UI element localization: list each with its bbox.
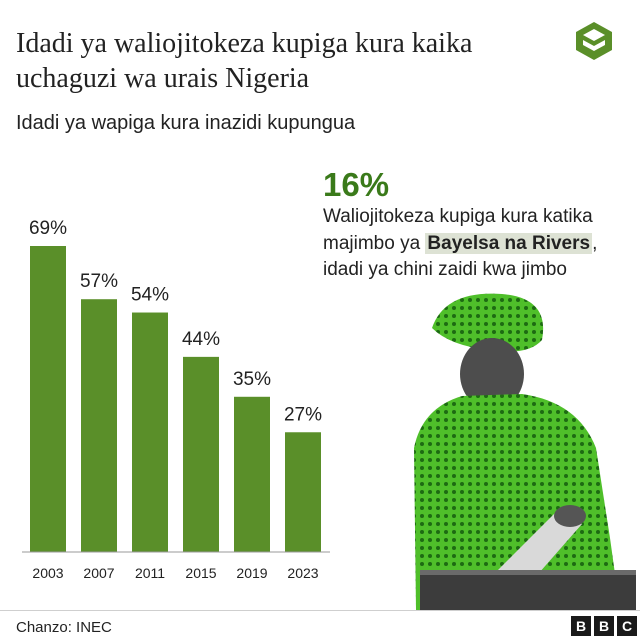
data-label: 44% xyxy=(182,329,220,350)
callout-text: Waliojitokeza kupiga kura katika majimbo… xyxy=(323,204,623,284)
data-label: 35% xyxy=(233,369,271,390)
callout-text-after: , idadi ya chini zaidi kwa jimbo xyxy=(323,232,598,281)
data-label: 54% xyxy=(131,285,169,306)
callout-highlight: Bayelsa na Rivers xyxy=(425,232,593,254)
x-tick-label: 2007 xyxy=(83,565,114,581)
x-tick-label: 2011 xyxy=(135,565,165,581)
source-note: Chanzo: INEC xyxy=(16,619,112,636)
bbc-logo-letter: B xyxy=(594,616,614,636)
bar xyxy=(30,246,66,552)
callout-text-before: Waliojitokeza kupiga kura katika majimbo… xyxy=(323,206,593,254)
bar-chart: 69% 2003 57% 2007 54% 2011 44% 2015 35% 2019 27% 20… xyxy=(22,218,330,581)
data-label: 27% xyxy=(284,404,322,425)
bbc-logo-letter: C xyxy=(617,616,637,636)
x-tick-label: 2015 xyxy=(185,565,216,581)
voter-photo xyxy=(414,293,636,610)
bar xyxy=(234,396,270,552)
x-tick-label: 2023 xyxy=(287,565,318,581)
bbc-logo: B B C xyxy=(571,616,637,636)
x-tick-label: 2003 xyxy=(32,565,63,581)
bbc-visual-journalism-logo xyxy=(576,22,612,60)
bbc-logo-letter: B xyxy=(571,616,591,636)
data-label: 69% xyxy=(29,218,67,239)
bar xyxy=(183,356,219,552)
data-label: 57% xyxy=(80,271,118,292)
chart-subtitle: Idadi ya wapiga kura inazidi kupungua xyxy=(16,112,356,134)
bar xyxy=(285,432,321,552)
bar xyxy=(81,299,117,552)
footer-divider xyxy=(0,610,640,611)
x-tick-label: 2019 xyxy=(236,565,267,581)
callout-value: 16% xyxy=(323,166,390,203)
chart-title: Idadi ya waliojitokeza kupiga kura kaika… xyxy=(16,28,473,94)
bar xyxy=(132,312,168,552)
